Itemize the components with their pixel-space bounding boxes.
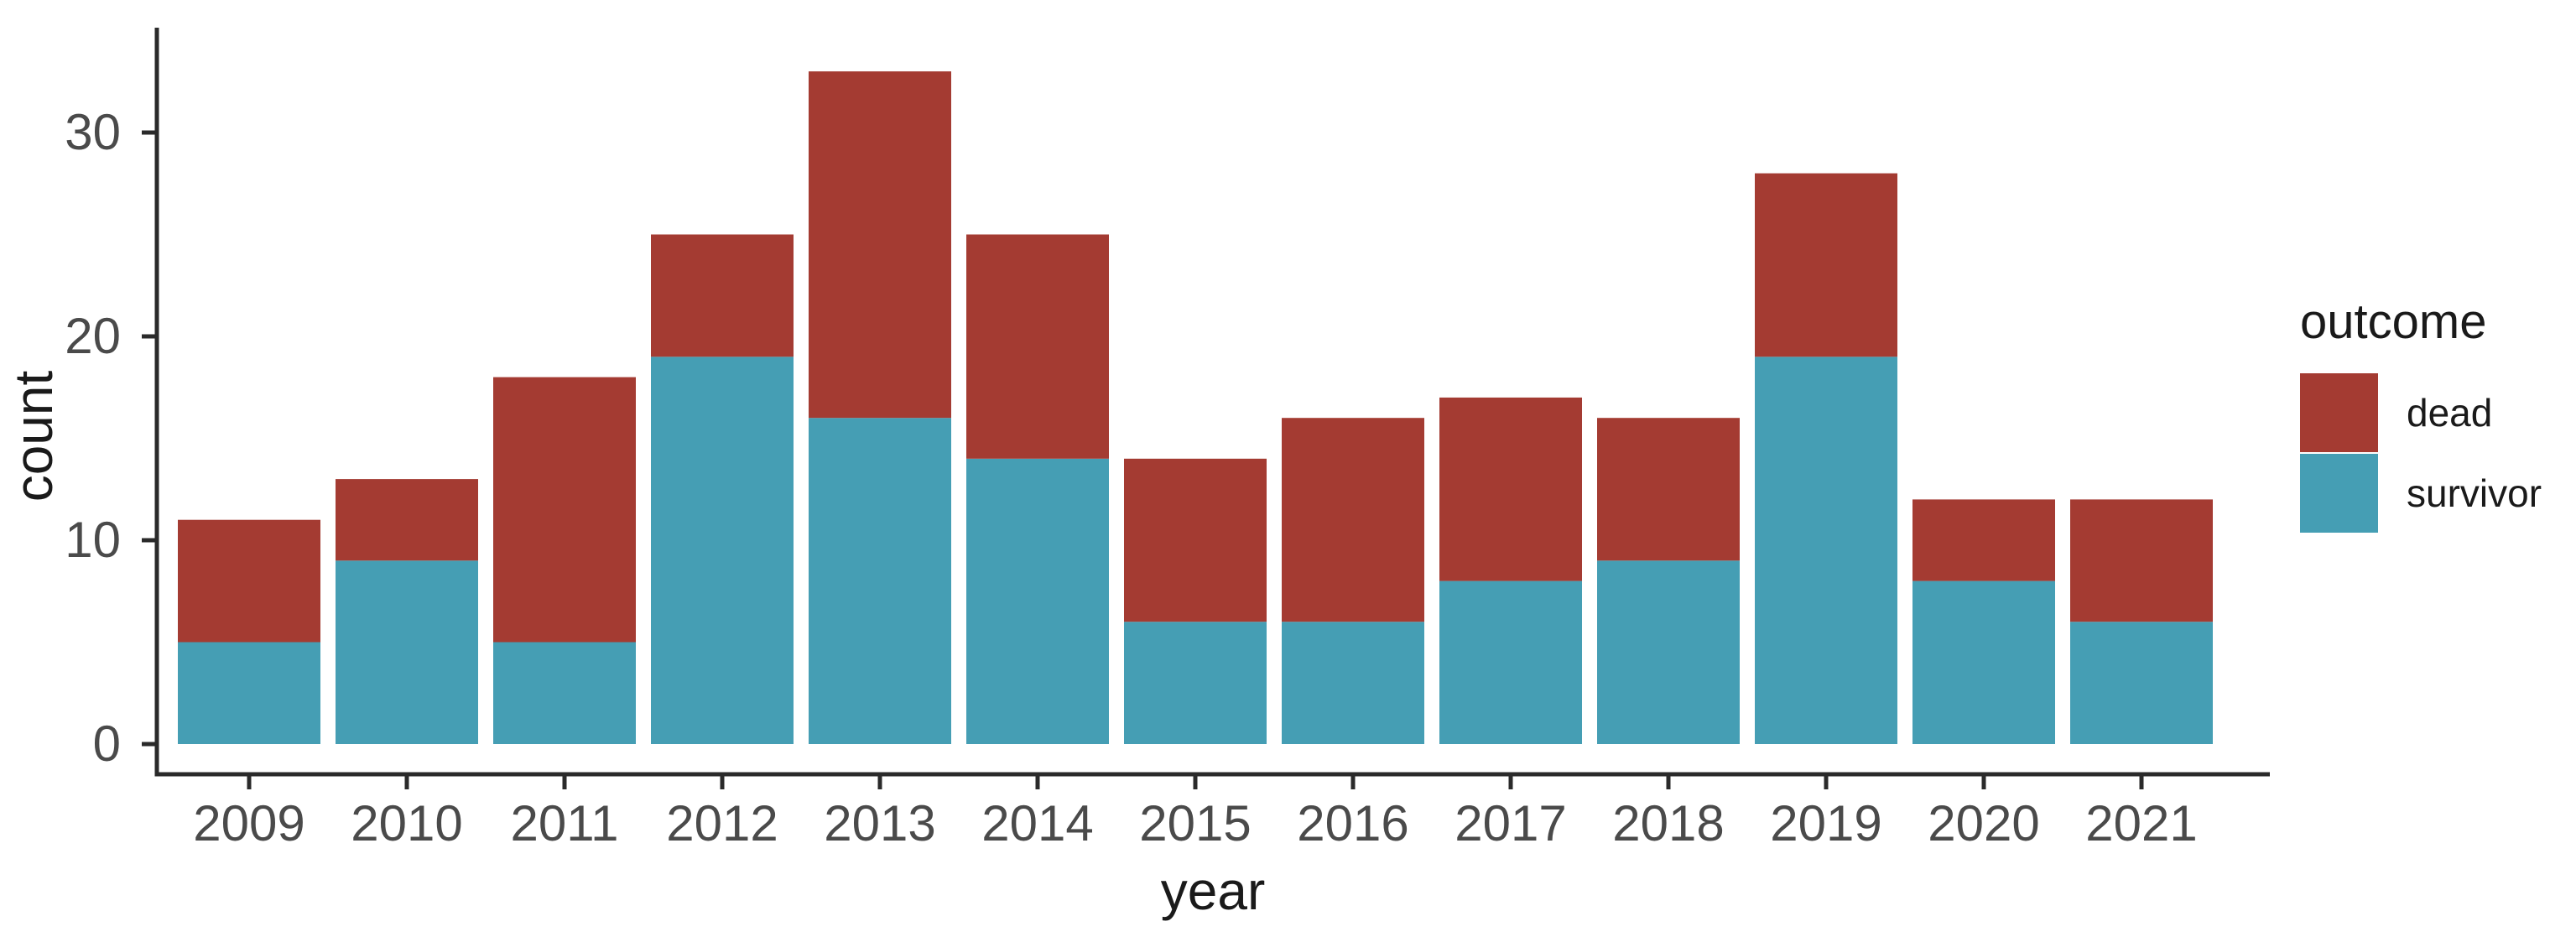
bar-segment-2011-survivor bbox=[493, 642, 636, 744]
x-tick-label-2016: 2016 bbox=[1297, 795, 1408, 851]
legend-swatch-dead-icon bbox=[2300, 372, 2378, 452]
x-tick-label-2009: 2009 bbox=[193, 795, 304, 851]
x-tick-label-2018: 2018 bbox=[1612, 795, 1724, 851]
bar-segment-2015-survivor bbox=[1124, 622, 1267, 744]
bar-segment-2020-survivor bbox=[1912, 580, 2055, 744]
x-tick-label-2019: 2019 bbox=[1770, 795, 1881, 851]
bar-segment-2017-dead bbox=[1439, 397, 1582, 581]
bar-segment-2010-survivor bbox=[336, 560, 478, 744]
y-tick-label-10: 10 bbox=[65, 512, 121, 568]
x-tick-label-2017: 2017 bbox=[1455, 795, 1566, 851]
bar-segment-2018-dead bbox=[1597, 418, 1740, 561]
x-tick-label-2021: 2021 bbox=[2085, 795, 2197, 851]
bar-segment-2012-survivor bbox=[651, 357, 794, 744]
x-tick-label-2011: 2011 bbox=[510, 795, 618, 851]
legend-label-dead: dead bbox=[2407, 390, 2493, 435]
bar-segment-2009-dead bbox=[178, 519, 320, 643]
bar-segment-2019-dead bbox=[1755, 173, 1897, 357]
legend-item-dead: dead bbox=[2300, 372, 2542, 453]
bar-segment-2010-dead bbox=[336, 479, 478, 561]
bar-segment-2020-dead bbox=[1912, 499, 2055, 581]
bar-segment-2009-survivor bbox=[178, 642, 320, 744]
bar-segment-2016-survivor bbox=[1282, 622, 1424, 744]
bar-segment-2021-dead bbox=[2070, 499, 2213, 622]
y-axis-title: count bbox=[3, 370, 64, 502]
y-tick-label-20: 20 bbox=[65, 308, 121, 364]
bar-segment-2013-dead bbox=[809, 71, 951, 419]
x-tick-label-2010: 2010 bbox=[351, 795, 462, 851]
y-tick-label-0: 0 bbox=[93, 716, 121, 772]
bar-segment-2017-survivor bbox=[1439, 580, 1582, 744]
bar-segment-2015-dead bbox=[1124, 458, 1267, 622]
bar-segment-2018-survivor bbox=[1597, 560, 1740, 744]
bar-segment-2019-survivor bbox=[1755, 357, 1897, 744]
bar-segment-2013-survivor bbox=[809, 418, 951, 744]
legend-swatch-survivor-icon bbox=[2300, 453, 2378, 533]
legend-item-survivor: survivor bbox=[2300, 453, 2542, 534]
bar-segment-2012-dead bbox=[651, 234, 794, 357]
legend-label-survivor: survivor bbox=[2407, 471, 2542, 515]
bar-segment-2016-dead bbox=[1282, 418, 1424, 622]
bar-segment-2021-survivor bbox=[2070, 622, 2213, 744]
bar-segment-2014-dead bbox=[966, 234, 1109, 459]
bar-segment-2011-dead bbox=[493, 377, 636, 643]
bar-segment-2014-survivor bbox=[966, 458, 1109, 744]
y-tick-label-30: 30 bbox=[65, 104, 121, 160]
x-axis-title: year bbox=[1160, 861, 1266, 921]
x-tick-label-2012: 2012 bbox=[666, 795, 778, 851]
legend: outcome dead survivor bbox=[2300, 295, 2542, 534]
x-tick-label-2020: 2020 bbox=[1928, 795, 2039, 851]
x-tick-label-2014: 2014 bbox=[981, 795, 1093, 851]
x-tick-label-2015: 2015 bbox=[1139, 795, 1251, 851]
x-tick-label-2013: 2013 bbox=[824, 795, 935, 851]
legend-title: outcome bbox=[2300, 294, 2487, 349]
